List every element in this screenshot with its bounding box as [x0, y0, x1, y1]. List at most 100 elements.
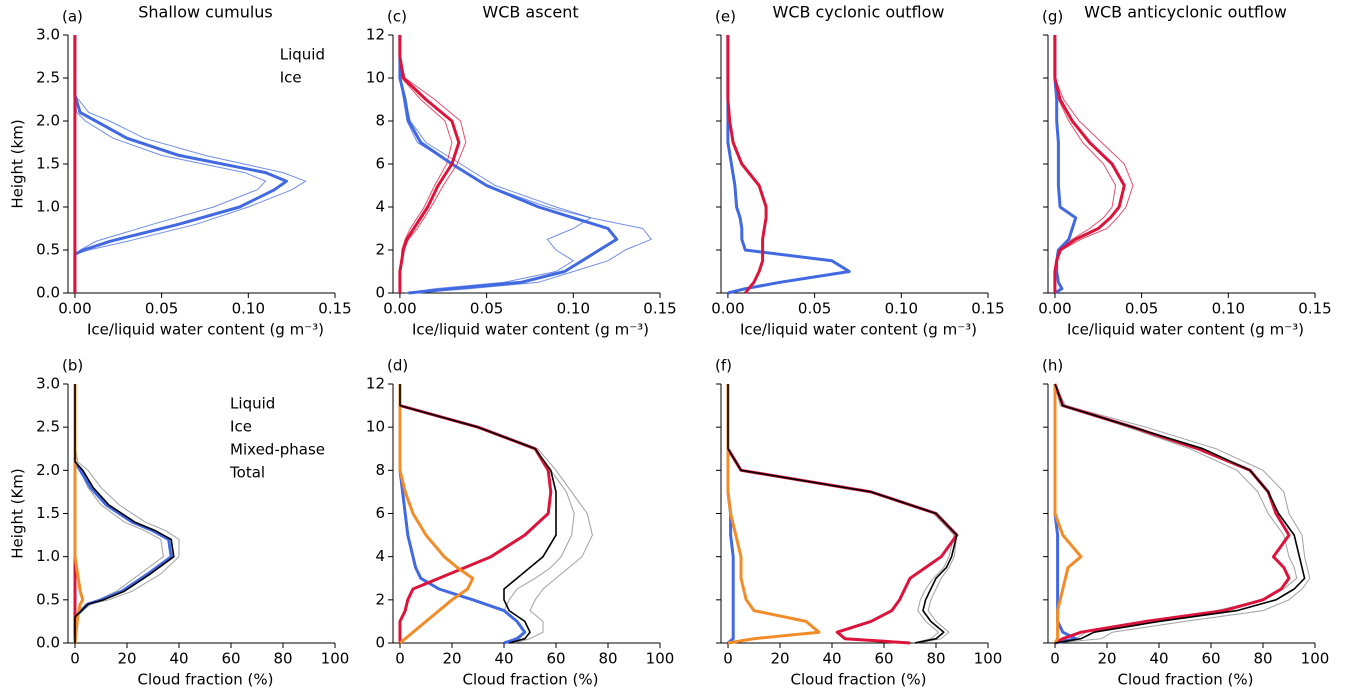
y-tick-label: 8	[375, 461, 385, 479]
panel: 0.00 0.05 0.10 0.15 Ice/liquid water content…	[711, 3, 1004, 339]
panel-label: (d)	[387, 357, 408, 375]
y-tick-label: 2	[375, 241, 385, 259]
y-tick-label: 10	[366, 69, 385, 87]
member-line	[74, 35, 267, 293]
panel-title: WCB anticyclonic outflow	[1084, 3, 1287, 22]
legend-entry: Ice	[280, 69, 302, 87]
member-line	[727, 384, 955, 644]
y-axis-label: Height (Km)	[9, 468, 27, 559]
y-tick-label: 2	[375, 590, 385, 608]
x-tick-label: 100	[321, 650, 350, 668]
x-tick-label: 80	[598, 650, 617, 668]
series-line	[1053, 383, 1291, 645]
y-tick-label: 12	[366, 375, 385, 393]
panel-label: (a)	[62, 8, 83, 26]
x-tick-label: 0.15	[318, 300, 351, 318]
series-line	[726, 35, 851, 295]
x-tick-label: 0.05	[798, 300, 831, 318]
panel-label: (e)	[715, 8, 736, 26]
x-axis-label: Ice/liquid water content (g m⁻³)	[412, 321, 649, 339]
y-tick-label: 0	[375, 284, 385, 302]
series-line	[727, 384, 958, 644]
x-tick-label: 20	[117, 650, 136, 668]
x-tick-label: 60	[221, 650, 240, 668]
x-axis-label: Ice/liquid water content (g m⁻³)	[740, 321, 977, 339]
x-tick-label: 100	[974, 650, 1003, 668]
panel: 0 20 40 60 80 100 0.0 0.5 1.0 1.5 2.0 2.5 3.0 Cloud f…	[9, 357, 350, 689]
x-tick-label: 0.10	[232, 300, 265, 318]
y-axis-label: Height (km)	[9, 119, 27, 208]
y-tick-label: 2.0	[36, 112, 60, 130]
member-line	[1054, 35, 1117, 293]
y-tick-label: 3.0	[36, 375, 60, 393]
series-line	[398, 35, 461, 293]
panel-label: (c)	[387, 8, 407, 26]
x-tick-label: 60	[1201, 650, 1220, 668]
series-line	[398, 384, 553, 643]
member-line	[399, 35, 653, 294]
y-tick-label: 2.5	[36, 69, 60, 87]
x-tick-label: 0.00	[383, 300, 416, 318]
x-tick-label: 20	[442, 650, 461, 668]
panel: 0.00 0.05 0.10 0.15 0.0 0.5 1.0 1.5 2.0 2.5 3.0 Ice…	[9, 3, 352, 339]
x-tick-label: 40	[1149, 650, 1168, 668]
y-tick-label: 1.5	[36, 155, 60, 173]
x-tick-label: 0	[395, 650, 405, 668]
series-line	[1053, 35, 1078, 295]
x-tick-label: 20	[770, 650, 789, 668]
x-axis-label: Cloud fraction (%)	[1118, 671, 1254, 689]
series-line	[399, 384, 557, 644]
x-axis-label: Cloud fraction (%)	[138, 671, 274, 689]
x-tick-label: 0	[723, 650, 733, 668]
y-tick-label: 1.0	[36, 198, 60, 216]
member-line	[74, 35, 307, 293]
legend-entry: Ice	[230, 418, 252, 436]
y-tick-label: 1.0	[36, 547, 60, 565]
y-tick-label: 2.5	[36, 418, 60, 436]
x-tick-label: 0.00	[711, 300, 744, 318]
legend-entry: Liquid	[280, 46, 325, 64]
member-line	[399, 35, 453, 293]
x-tick-label: 0.10	[1212, 300, 1245, 318]
series-line	[73, 384, 85, 644]
x-axis-label: Cloud fraction (%)	[791, 671, 927, 689]
y-tick-label: 10	[366, 418, 385, 436]
x-tick-label: 80	[1253, 650, 1272, 668]
x-axis-label: Ice/liquid water content (g m⁻³)	[1067, 321, 1304, 339]
x-tick-label: 0.05	[145, 300, 178, 318]
legend-entry: Total	[229, 464, 265, 482]
panel-label: (f)	[715, 357, 732, 375]
x-tick-label: 0.00	[1038, 300, 1071, 318]
series-line	[398, 35, 619, 295]
x-tick-label: 20	[1097, 650, 1116, 668]
series-line	[1053, 35, 1126, 293]
panel: 0.00 0.05 0.10 0.15 0 2 4 6 8 10 12 Ice/liquid wate…	[366, 3, 677, 339]
member-line	[1054, 35, 1134, 293]
series-line	[74, 384, 175, 643]
x-tick-label: 0.10	[885, 300, 918, 318]
x-tick-label: 0.10	[557, 300, 590, 318]
panel-title: Shallow cumulus	[138, 3, 273, 22]
y-tick-label: 4	[375, 198, 385, 216]
y-tick-label: 1.5	[36, 504, 60, 522]
panel: 0 20 40 60 80 100 0 2 4 6 8 10 12 Cloud fraction (%) (…	[366, 357, 674, 689]
member-line	[399, 35, 592, 294]
x-tick-label: 100	[646, 650, 675, 668]
panel-label: (h)	[1042, 357, 1063, 375]
x-tick-label: 40	[169, 650, 188, 668]
x-tick-label: 0.15	[1298, 300, 1331, 318]
panel-title: WCB cyclonic outflow	[773, 3, 945, 22]
series-line	[1053, 384, 1083, 644]
legend-entry: Mixed-phase	[230, 441, 325, 459]
y-tick-label: 8	[375, 112, 385, 130]
x-tick-label: 100	[1301, 650, 1330, 668]
series-line	[726, 384, 821, 645]
series-line	[1054, 383, 1306, 644]
y-tick-label: 0.0	[36, 284, 60, 302]
panel-title: WCB ascent	[482, 3, 578, 22]
member-line	[727, 384, 958, 644]
y-tick-label: 0.5	[36, 241, 60, 259]
x-tick-label: 0	[1050, 650, 1060, 668]
x-tick-label: 40	[494, 650, 513, 668]
